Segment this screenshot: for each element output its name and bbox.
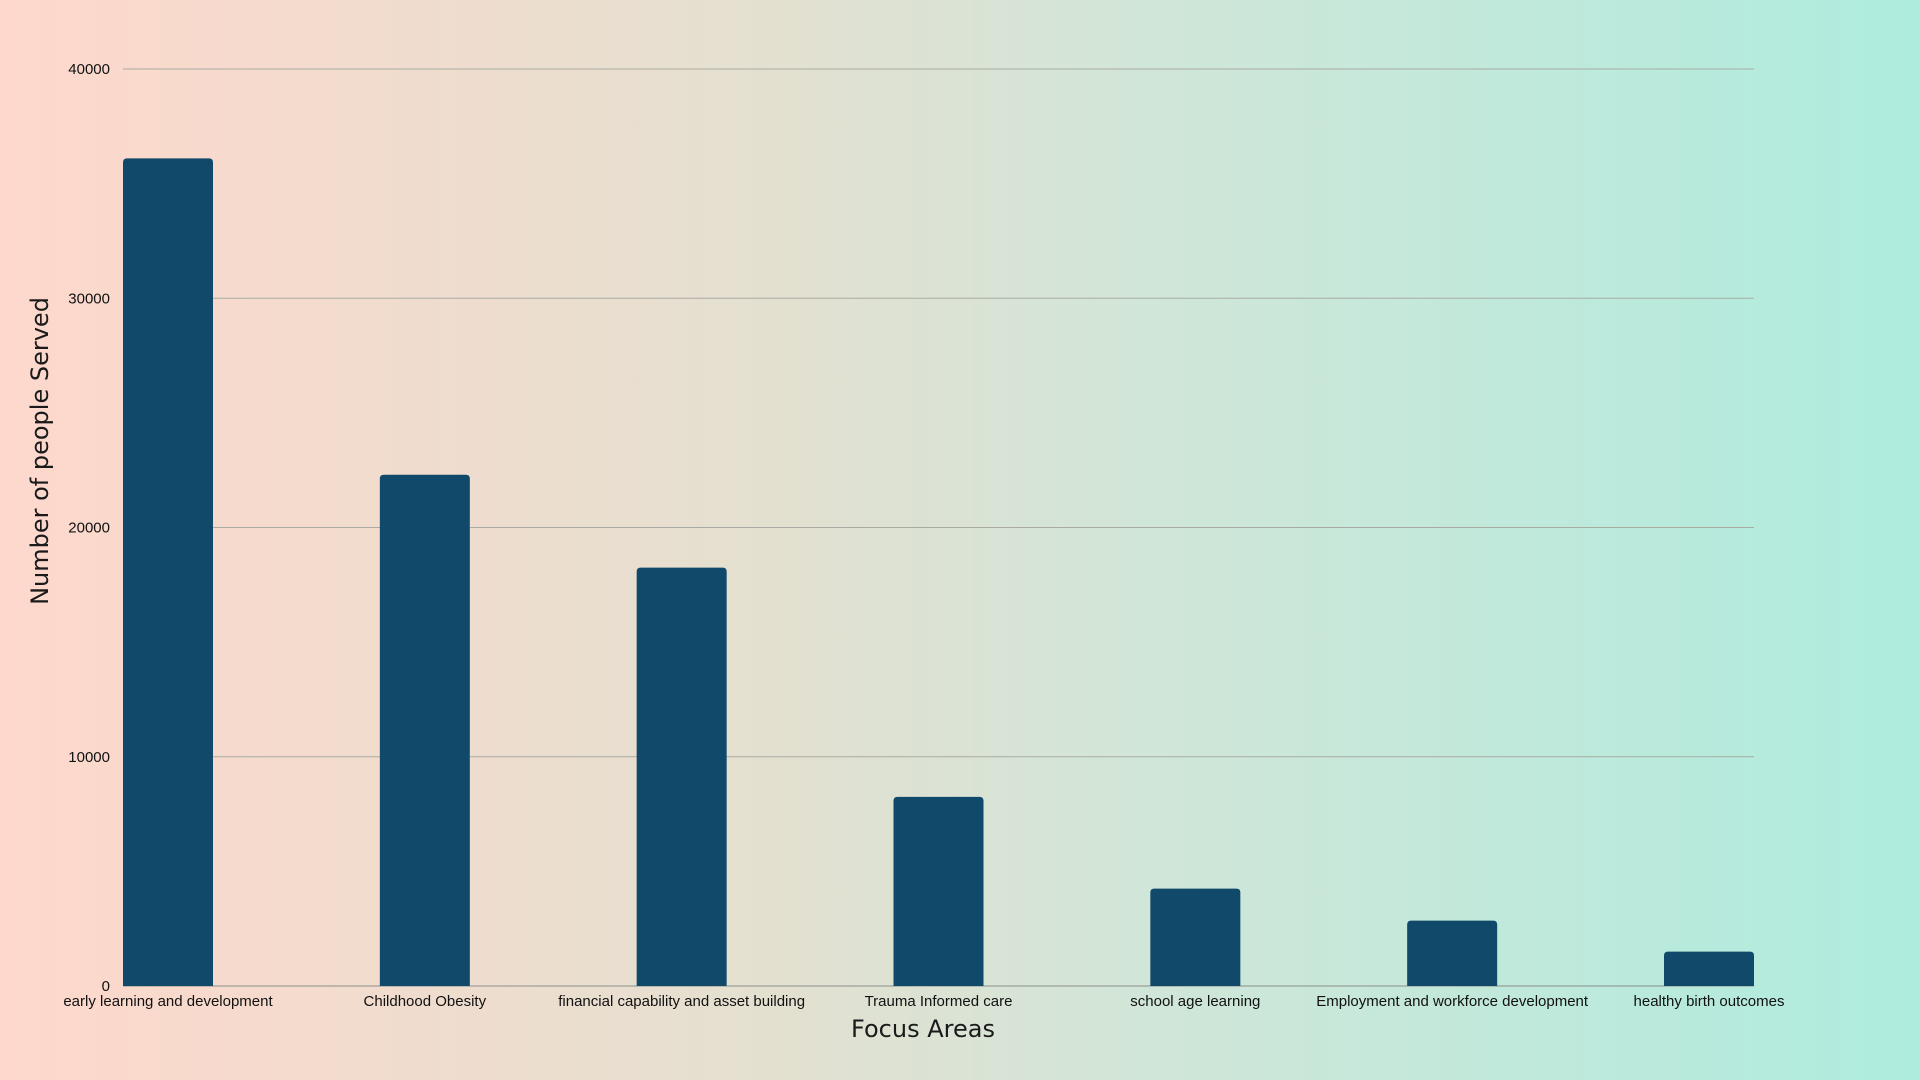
bar <box>1150 888 1241 986</box>
bar <box>379 474 470 986</box>
y-tick-label: 0 <box>102 978 110 995</box>
y-tick-label: 30000 <box>68 290 110 307</box>
x-tick-label: Employment and workforce development <box>1316 993 1589 1010</box>
y-tick-labels: 0 10000 20000 30000 40000 <box>68 61 110 995</box>
x-tick-label: school age learning <box>1130 993 1260 1010</box>
bar <box>123 158 213 987</box>
bars <box>123 158 1754 987</box>
y-tick-label: 20000 <box>68 520 110 537</box>
bar <box>893 796 984 986</box>
x-tick-label: early learning and development <box>63 993 273 1010</box>
y-axis-title: Number of people Served <box>26 297 54 605</box>
x-tick-label: Trauma Informed care <box>865 993 1013 1010</box>
x-tick-labels: early learning and development Childhood … <box>63 993 1784 1010</box>
x-axis-title: Focus Areas <box>851 1015 995 1043</box>
bar <box>1664 951 1754 986</box>
y-tick-label: 40000 <box>68 61 110 78</box>
bar <box>636 567 727 986</box>
y-tick-label: 10000 <box>68 749 110 766</box>
x-tick-label: Childhood Obesity <box>364 993 487 1010</box>
x-tick-label: healthy birth outcomes <box>1634 993 1785 1010</box>
bar <box>1407 920 1498 986</box>
x-tick-label: financial capability and asset building <box>558 993 805 1010</box>
